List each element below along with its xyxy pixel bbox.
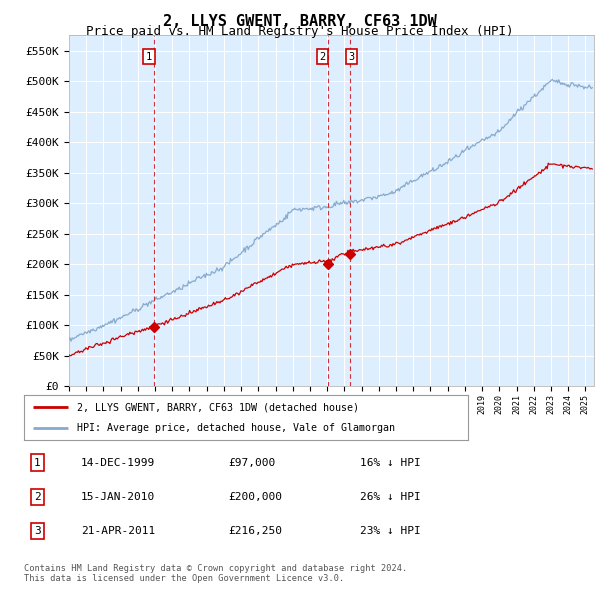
Text: 1: 1 [146, 52, 152, 62]
Text: £200,000: £200,000 [228, 492, 282, 502]
Text: 21-APR-2011: 21-APR-2011 [81, 526, 155, 536]
Text: HPI: Average price, detached house, Vale of Glamorgan: HPI: Average price, detached house, Vale… [77, 422, 395, 432]
Text: 2: 2 [320, 52, 326, 62]
Text: 3: 3 [348, 52, 355, 62]
Text: £97,000: £97,000 [228, 458, 275, 467]
Text: 26% ↓ HPI: 26% ↓ HPI [360, 492, 421, 502]
Text: 15-JAN-2010: 15-JAN-2010 [81, 492, 155, 502]
Text: 1: 1 [34, 458, 41, 467]
Text: Price paid vs. HM Land Registry's House Price Index (HPI): Price paid vs. HM Land Registry's House … [86, 25, 514, 38]
Text: 23% ↓ HPI: 23% ↓ HPI [360, 526, 421, 536]
Text: 16% ↓ HPI: 16% ↓ HPI [360, 458, 421, 467]
Text: 3: 3 [34, 526, 41, 536]
Text: 2: 2 [34, 492, 41, 502]
Text: Contains HM Land Registry data © Crown copyright and database right 2024.
This d: Contains HM Land Registry data © Crown c… [24, 563, 407, 583]
Text: 14-DEC-1999: 14-DEC-1999 [81, 458, 155, 467]
Text: 2, LLYS GWENT, BARRY, CF63 1DW (detached house): 2, LLYS GWENT, BARRY, CF63 1DW (detached… [77, 402, 359, 412]
Text: £216,250: £216,250 [228, 526, 282, 536]
Text: 2, LLYS GWENT, BARRY, CF63 1DW: 2, LLYS GWENT, BARRY, CF63 1DW [163, 14, 437, 28]
